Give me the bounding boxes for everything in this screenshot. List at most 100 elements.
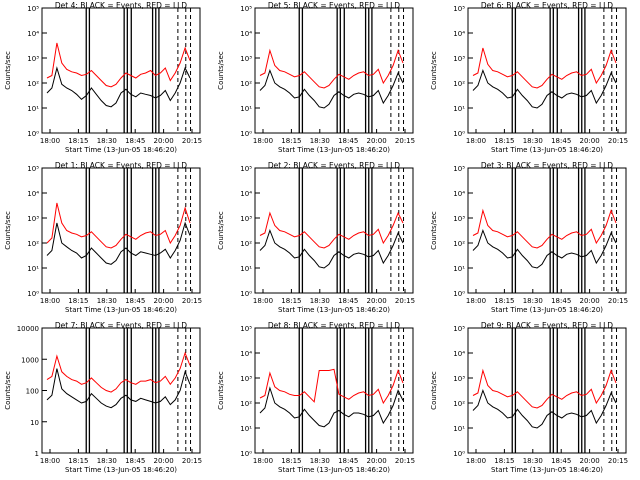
x-tick-label: 20:15	[395, 297, 415, 305]
y-tick-label: 10²	[27, 240, 39, 248]
plot-frame	[254, 327, 414, 454]
chart-panel: Det 1: BLACK = Events, RED = LLD 10⁰ 10¹ 10…	[4, 161, 202, 314]
events-series-line	[472, 69, 617, 109]
chart-title: Det 5: BLACK = Events, RED = LLD	[268, 1, 400, 10]
x-tick-label: 18:00	[253, 137, 273, 145]
y-tick-label: 10⁰	[27, 130, 39, 138]
y-axis-label: Counts/sec	[430, 371, 438, 410]
y-tick-label: 10²	[27, 80, 39, 88]
y-axis-label: Counts/sec	[4, 51, 12, 90]
y-tick-label: 10³	[240, 55, 252, 63]
x-tick-label: 18:45	[125, 457, 145, 465]
x-tick-label: 20:00	[367, 457, 387, 465]
y-tick-label: 10⁴	[240, 190, 252, 198]
x-tick-label: 18:45	[338, 297, 358, 305]
x-tick-label: 18:30	[310, 457, 330, 465]
y-tick-label: 1	[35, 450, 39, 458]
chart-panel: Det 7: BLACK = Events, RED = LLD 1 10 100 10…	[4, 321, 202, 474]
y-tick-label: 10⁵	[240, 165, 252, 173]
x-tick-label: 18:15	[281, 137, 301, 145]
chart-title: Det 9: BLACK = Events, RED = LLD	[481, 321, 613, 330]
x-tick-label: 20:15	[395, 137, 415, 145]
x-tick-label: 18:45	[338, 137, 358, 145]
x-tick-label: 18:00	[253, 457, 273, 465]
y-tick-label: 10³	[27, 55, 39, 63]
y-axis-label: Counts/sec	[4, 371, 12, 410]
chart-panel: Det 5: BLACK = Events, RED = LLD 10⁰ 10¹ 10…	[217, 1, 415, 154]
x-tick-label: 20:15	[608, 457, 628, 465]
y-tick-label: 10¹	[240, 425, 252, 433]
y-axis-label: Counts/sec	[4, 211, 12, 250]
y-tick-label: 10¹	[240, 105, 252, 113]
y-tick-label: 10¹	[453, 105, 465, 113]
y-tick-label: 10⁴	[453, 30, 465, 38]
x-tick-label: 18:45	[551, 297, 571, 305]
chart-title: Det 3: BLACK = Events, RED = LLD	[481, 161, 613, 170]
chart-title: Det 7: BLACK = Events, RED = LLD	[55, 321, 187, 330]
x-tick-label: 18:30	[97, 457, 117, 465]
y-tick-label: 10⁵	[240, 325, 252, 333]
lld-series-line	[46, 42, 191, 88]
plot-frame	[467, 327, 627, 454]
x-tick-label: 18:45	[551, 457, 571, 465]
events-series-line	[472, 389, 617, 429]
y-tick-label: 10⁴	[453, 350, 465, 358]
y-tick-label: 10³	[240, 375, 252, 383]
x-tick-label: 18:00	[40, 137, 60, 145]
x-tick-label: 20:00	[580, 457, 600, 465]
y-tick-label: 10⁵	[240, 5, 252, 13]
chart-panel: Det 3: BLACK = Events, RED = LLD 10⁰ 10¹ 10…	[430, 161, 628, 314]
x-tick-label: 20:00	[580, 137, 600, 145]
x-tick-label: 18:15	[68, 137, 88, 145]
x-tick-label: 18:45	[551, 137, 571, 145]
x-tick-label: 20:15	[182, 297, 202, 305]
y-tick-label: 10⁵	[27, 165, 39, 173]
y-tick-label: 10⁵	[27, 5, 39, 13]
x-tick-label: 20:00	[154, 137, 174, 145]
y-tick-label: 10⁵	[453, 325, 465, 333]
y-tick-label: 10¹	[453, 425, 465, 433]
y-tick-label: 10²	[240, 240, 252, 248]
x-axis-label: Start Time (13-Jun-05 18:46:20)	[278, 146, 390, 154]
chart-panel: Det 8: BLACK = Events, RED = LLD 10⁰ 10¹ 10…	[217, 321, 415, 474]
x-tick-label: 18:15	[494, 297, 514, 305]
y-tick-label: 10⁴	[27, 190, 39, 198]
chart-panel: Det 2: BLACK = Events, RED = LLD 10⁰ 10¹ 10…	[217, 161, 415, 314]
lld-series-line	[46, 351, 191, 393]
y-tick-label: 1000	[21, 356, 39, 364]
y-tick-label: 10⁰	[453, 130, 465, 138]
y-tick-label: 10¹	[240, 265, 252, 273]
y-tick-label: 10³	[240, 215, 252, 223]
y-tick-label: 10⁰	[27, 290, 39, 298]
y-axis-label: Counts/sec	[430, 51, 438, 90]
chart-title: Det 6: BLACK = Events, RED = LLD	[481, 1, 613, 10]
x-tick-label: 18:30	[310, 297, 330, 305]
events-series-line	[46, 66, 191, 108]
y-tick-label: 10⁰	[240, 290, 252, 298]
y-tick-label: 10⁴	[27, 30, 39, 38]
x-tick-label: 18:30	[97, 297, 117, 305]
events-series-line	[46, 221, 191, 265]
lld-series-line	[259, 368, 404, 405]
plot-frame	[254, 7, 414, 134]
chart-title: Det 2: BLACK = Events, RED = LLD	[268, 161, 400, 170]
chart-title: Det 4: BLACK = Events, RED = LLD	[55, 1, 187, 10]
y-tick-label: 10¹	[27, 105, 39, 113]
x-tick-label: 18:30	[97, 137, 117, 145]
x-tick-label: 18:00	[40, 297, 60, 305]
y-tick-label: 10⁵	[453, 5, 465, 13]
x-tick-label: 20:00	[367, 297, 387, 305]
x-axis-label: Start Time (13-Jun-05 18:46:20)	[65, 306, 177, 314]
events-series-line	[259, 229, 404, 269]
x-tick-label: 20:15	[182, 137, 202, 145]
y-tick-label: 10³	[453, 375, 465, 383]
y-tick-label: 10²	[453, 240, 465, 248]
x-tick-label: 18:30	[310, 137, 330, 145]
y-tick-label: 10³	[453, 215, 465, 223]
x-tick-label: 18:30	[523, 457, 543, 465]
x-axis-label: Start Time (13-Jun-05 18:46:20)	[65, 146, 177, 154]
y-tick-label: 10⁰	[240, 450, 252, 458]
y-tick-label: 10⁴	[240, 30, 252, 38]
x-tick-label: 18:15	[494, 457, 514, 465]
x-tick-label: 18:00	[253, 297, 273, 305]
